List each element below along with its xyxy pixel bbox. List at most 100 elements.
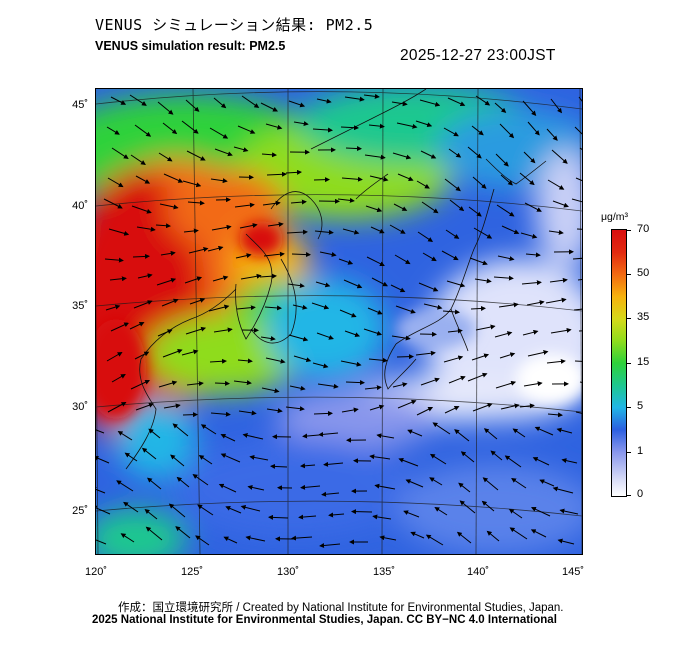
wind-arrow xyxy=(470,306,486,311)
wind-arrow xyxy=(184,276,203,284)
wind-arrow xyxy=(213,327,233,333)
wind-arrow xyxy=(496,204,515,217)
wind-arrow xyxy=(363,93,380,99)
wind-arrow xyxy=(288,334,309,342)
wind-arrow xyxy=(209,358,227,364)
wind-arrow xyxy=(237,358,253,364)
wind-arrow xyxy=(575,177,582,182)
wind-arrow xyxy=(148,428,161,439)
wind-arrow xyxy=(556,427,573,434)
wind-arrow xyxy=(475,324,496,331)
wind-arrow xyxy=(364,154,386,160)
lon-label-145: 145˚ xyxy=(561,566,585,578)
wind-arrow xyxy=(293,355,312,363)
wind-arrow xyxy=(396,122,418,129)
wind-arrow xyxy=(338,258,354,265)
wind-arrow xyxy=(467,146,482,159)
wind-arrow xyxy=(345,380,365,386)
wind-arrow xyxy=(208,304,230,312)
wind-arrow xyxy=(392,152,412,160)
wind-arrow xyxy=(135,402,154,411)
wind-arrow xyxy=(110,322,130,332)
colorbar-tick-70 xyxy=(626,230,631,231)
title-japanese: VENUS シミュレーション結果: PM2.5 xyxy=(95,16,374,34)
wind-arrow xyxy=(549,277,568,283)
lon-label-125: 125˚ xyxy=(180,566,204,578)
wind-arrow xyxy=(508,508,523,519)
wind-arrow xyxy=(342,228,360,235)
wind-arrow xyxy=(175,526,191,539)
wind-arrow xyxy=(519,403,535,409)
wind-arrow xyxy=(574,126,582,135)
wind-arrow xyxy=(500,403,520,410)
wind-arrow xyxy=(442,309,460,315)
wind-arrow xyxy=(573,308,582,311)
wind-arrow xyxy=(579,381,582,383)
wind-arrow xyxy=(471,125,484,136)
wind-arrow xyxy=(315,281,331,288)
wind-arrow xyxy=(341,407,359,413)
wind-arrow xyxy=(434,506,448,516)
wind-arrow xyxy=(188,247,209,254)
wind-arrow xyxy=(368,123,385,129)
wind-arrow xyxy=(521,280,542,286)
wind-arrow xyxy=(577,279,582,281)
wind-arrow xyxy=(474,278,492,284)
colorbar-label-70: 70 xyxy=(637,223,650,235)
wind-arrow xyxy=(550,327,572,334)
wind-arrow xyxy=(432,422,451,435)
wind-arrow xyxy=(523,381,543,387)
wind-arrow xyxy=(156,277,177,286)
wind-arrow xyxy=(449,199,465,212)
wind-arrow xyxy=(534,426,554,436)
wind-arrow xyxy=(120,533,135,543)
colorbar-tick-5 xyxy=(626,407,631,408)
wind-arrow xyxy=(157,329,173,337)
wind-arrow xyxy=(185,326,207,335)
wind-arrow xyxy=(550,98,563,114)
wind-arrow xyxy=(499,352,516,359)
lat-label-30: 30˚ xyxy=(72,401,88,413)
wind-arrow xyxy=(96,455,110,464)
wind-arrow xyxy=(200,424,217,435)
colorbar-tick-1 xyxy=(626,452,631,453)
wind-arrow xyxy=(155,223,171,229)
wind-arrow xyxy=(212,275,229,282)
wind-arrow xyxy=(444,178,461,192)
wind-arrow xyxy=(158,152,173,162)
wind-arrow xyxy=(546,358,566,364)
wind-arrow xyxy=(448,375,466,384)
wind-arrow xyxy=(157,101,174,115)
wind-arrow xyxy=(233,380,252,386)
wind-arrow xyxy=(286,229,308,235)
wind-arrow xyxy=(187,200,205,206)
lat-label-45: 45˚ xyxy=(72,99,88,111)
wind-arrow xyxy=(316,332,334,340)
wind-arrow xyxy=(323,461,344,467)
wind-arrow xyxy=(379,535,397,541)
wind-arrow xyxy=(495,153,509,167)
wind-arrow xyxy=(369,454,391,460)
wind-arrow xyxy=(525,252,541,258)
wind-arrow xyxy=(546,128,558,141)
wind-arrow xyxy=(423,303,443,310)
wind-arrow xyxy=(311,302,330,310)
wind-arrow xyxy=(578,330,582,332)
wind-arrow xyxy=(298,514,317,520)
wind-arrow xyxy=(370,226,385,234)
wind-arrow xyxy=(405,479,424,488)
wind-arrow xyxy=(192,474,209,486)
wind-arrow xyxy=(547,179,565,190)
wind-arrow xyxy=(396,354,414,360)
wind-arrow xyxy=(519,172,535,186)
wind-arrow xyxy=(321,491,340,497)
wind-arrow xyxy=(158,380,178,388)
wind-arrow xyxy=(552,200,569,208)
wind-arrow xyxy=(475,95,491,106)
wind-arrow xyxy=(393,203,408,211)
wind-arrow xyxy=(552,486,574,494)
wind-arrow xyxy=(161,298,179,307)
wind-arrow xyxy=(416,407,434,416)
wind-arrow xyxy=(420,150,437,159)
wind-arrow xyxy=(182,180,202,188)
